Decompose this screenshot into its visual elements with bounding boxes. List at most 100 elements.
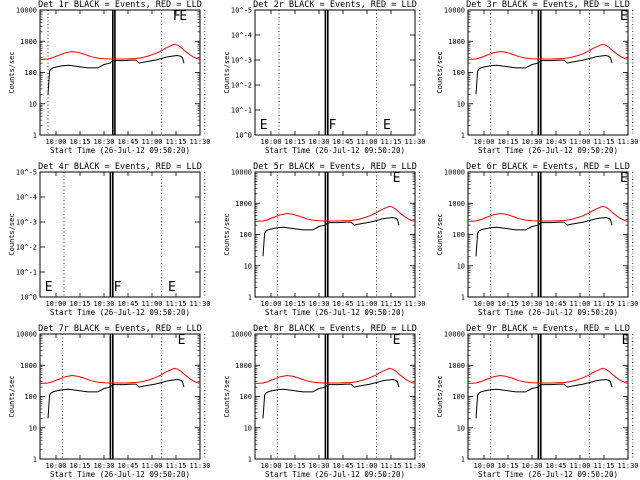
plot-frame — [254, 171, 416, 298]
x-tick-label: 10:30 — [93, 138, 114, 146]
y-tick-label: 10^-3 — [16, 219, 37, 227]
y-tick-label: 10 — [457, 100, 465, 108]
y-tick-label: 10^-1 — [231, 107, 252, 115]
plot-frame — [39, 333, 201, 460]
x-tick-label: 11:15 — [380, 462, 401, 470]
x-tick-label: 10:00 — [45, 138, 66, 146]
x-axis-label: Start Time (26-Jul-12 09:50:20) — [478, 470, 618, 479]
series-events — [475, 216, 613, 257]
x-axis-label: Start Time (26-Jul-12 09:50:20) — [50, 146, 190, 155]
y-tick-label: 100 — [452, 393, 465, 401]
y-tick-label: 1 — [248, 294, 252, 302]
y-tick-label: 10^-4 — [231, 32, 252, 40]
x-axis-label: Start Time (26-Jul-12 09:50:20) — [478, 308, 618, 317]
x-tick-label: 10:15 — [69, 138, 90, 146]
x-tick-label: 11:00 — [141, 462, 162, 470]
y-tick-label: 1000 — [448, 362, 465, 370]
plot-frame — [467, 333, 629, 460]
x-tick-label: 11:15 — [593, 462, 614, 470]
y-tick-label: 1 — [461, 456, 465, 464]
y-tick-label: 10^0 — [235, 132, 252, 140]
x-tick-label: 10:45 — [332, 300, 353, 308]
y-tick-label: 10000 — [444, 7, 465, 15]
x-tick-label: 10:45 — [117, 462, 138, 470]
x-tick-label: 10:30 — [521, 300, 542, 308]
x-axis-label: Start Time (26-Jul-12 09:50:20) — [50, 470, 190, 479]
flag-label: F — [173, 9, 181, 24]
x-axis-label: Start Time (26-Jul-12 09:50:20) — [265, 470, 405, 479]
x-tick-label: 11:15 — [380, 138, 401, 146]
y-tick-label: 1 — [461, 294, 465, 302]
x-tick-label: 10:30 — [521, 462, 542, 470]
y-tick-label: 10 — [244, 262, 252, 270]
x-tick-label: 10:45 — [545, 300, 566, 308]
y-tick-label: 10000 — [231, 331, 252, 339]
y-tick-label: 10 — [457, 262, 465, 270]
y-tick-label: 1000 — [20, 362, 37, 370]
series-lld — [467, 43, 629, 60]
panel-det-2: Det 2r BLACK = Events, RED = LLD Counts/s… — [223, 0, 426, 155]
y-tick-label: 1000 — [448, 200, 465, 208]
x-tick-label: 10:45 — [117, 300, 138, 308]
x-tick-label: 10:15 — [497, 462, 518, 470]
x-tick-label: 11:30 — [189, 138, 210, 146]
y-axis-label: Counts/sec — [223, 213, 231, 255]
series-events — [475, 54, 613, 95]
x-tick-label: 11:00 — [569, 300, 590, 308]
panel-det-4: Det 4r BLACK = Events, RED = LLD Counts/s… — [8, 162, 211, 317]
panel-title: Det 6r BLACK = Events, RED = LLD — [466, 162, 630, 172]
x-tick-label: 10:00 — [260, 138, 281, 146]
x-tick-label: 10:15 — [69, 462, 90, 470]
series-lld — [39, 367, 201, 384]
y-axis-label: Counts/sec — [8, 51, 16, 93]
y-axis-label: Counts/sec — [8, 213, 16, 255]
y-tick-label: 1000 — [448, 38, 465, 46]
x-tick-label: 10:00 — [45, 300, 66, 308]
y-tick-label: 10000 — [444, 331, 465, 339]
x-tick-label: 10:30 — [521, 138, 542, 146]
x-tick-label: 11:30 — [189, 300, 210, 308]
panel-title: Det 7r BLACK = Events, RED = LLD — [38, 324, 202, 334]
x-tick-label: 10:15 — [284, 462, 305, 470]
x-tick-label: 10:30 — [308, 138, 329, 146]
flag-label: E — [393, 171, 401, 186]
y-tick-label: 100 — [239, 393, 252, 401]
y-tick-label: 10^-5 — [16, 169, 37, 177]
y-tick-label: 10 — [29, 424, 37, 432]
flag-label: E — [393, 333, 401, 348]
x-tick-label: 11:00 — [356, 138, 377, 146]
panel-title: Det 4r BLACK = Events, RED = LLD — [38, 162, 202, 172]
x-axis-label: Start Time (26-Jul-12 09:50:20) — [50, 308, 190, 317]
x-tick-label: 10:45 — [332, 462, 353, 470]
panel-title: Det 3r BLACK = Events, RED = LLD — [466, 0, 630, 10]
y-tick-label: 100 — [452, 69, 465, 77]
y-tick-label: 1 — [33, 456, 37, 464]
x-tick-label: 11:30 — [617, 138, 638, 146]
y-tick-label: 100 — [24, 69, 37, 77]
x-axis-label: Start Time (26-Jul-12 09:50:20) — [478, 146, 618, 155]
y-tick-label: 10000 — [444, 169, 465, 177]
series-lld — [254, 205, 416, 222]
y-axis-label: Counts/sec — [223, 375, 231, 417]
x-tick-label: 10:30 — [93, 462, 114, 470]
y-tick-label: 10000 — [16, 7, 37, 15]
y-tick-label: 1 — [461, 132, 465, 140]
x-tick-label: 11:15 — [165, 300, 186, 308]
x-tick-label: 11:00 — [141, 300, 162, 308]
panel-det-5: Det 5r BLACK = Events, RED = LLD Counts/s… — [223, 162, 426, 317]
y-tick-label: 100 — [24, 393, 37, 401]
x-tick-label: 10:15 — [497, 300, 518, 308]
x-tick-label: 10:30 — [93, 300, 114, 308]
x-tick-label: 10:00 — [260, 462, 281, 470]
x-tick-label: 11:00 — [569, 462, 590, 470]
series-lld — [254, 367, 416, 384]
x-tick-label: 10:00 — [45, 462, 66, 470]
plot-frame — [254, 9, 416, 136]
flag-label: E — [622, 333, 630, 348]
y-tick-label: 10 — [29, 100, 37, 108]
y-tick-label: 10 — [244, 424, 252, 432]
series-lld — [467, 367, 629, 384]
y-tick-label: 10 — [457, 424, 465, 432]
y-tick-label: 10^-3 — [231, 57, 252, 65]
